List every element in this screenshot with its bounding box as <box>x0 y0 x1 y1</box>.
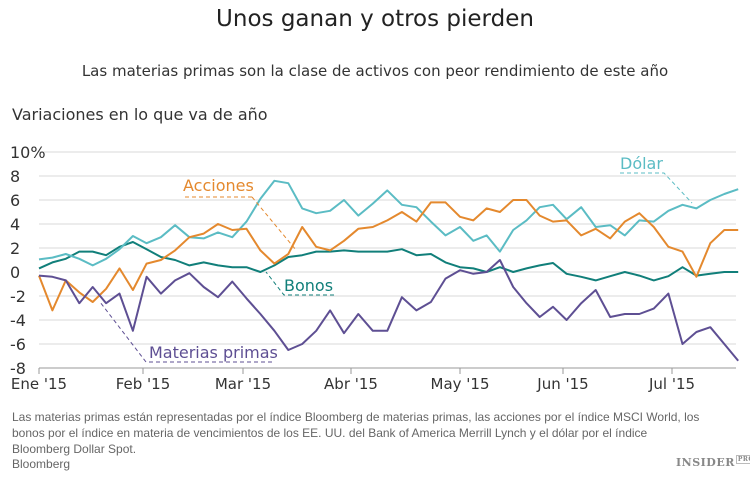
chart-title: Unos ganan y otros pierden <box>216 6 534 32</box>
series-label-dolar: Dólar <box>620 154 663 173</box>
x-tick-label: Feb '15 <box>116 375 171 393</box>
y-tick-label: 6 <box>10 191 20 210</box>
y-tick-label: 4 <box>10 215 20 234</box>
chart-subtitle: Las materias primas son la clase de acti… <box>81 62 669 80</box>
gridlines <box>39 151 736 345</box>
y-tick-label: -4 <box>10 311 26 330</box>
series-line-bonos <box>38 241 739 282</box>
series-line-acciones <box>38 199 739 312</box>
x-tick-label: May '15 <box>431 375 490 393</box>
y-tick-label: 10% <box>10 143 46 162</box>
x-axis: Ene '15 Feb '15 Mar '15 Abr '15 May '15 Jun '… <box>11 367 736 393</box>
logo-text: INSIDER <box>676 456 735 469</box>
leader-line-bonos <box>265 271 334 296</box>
x-tick-label: Jul '15 <box>648 375 695 393</box>
y-tick-label: -2 <box>10 287 26 306</box>
x-tick-label: Abr '15 <box>324 375 378 393</box>
series-line-materias-primas <box>38 259 739 362</box>
series-label-acciones: Acciones <box>183 176 254 195</box>
series-lines <box>38 179 739 362</box>
series-line-dolar <box>38 179 739 267</box>
y-tick-label: 8 <box>10 167 20 186</box>
footnote: Las materias primas están representadas … <box>12 410 700 456</box>
leader-line-dolar <box>620 172 693 204</box>
x-tick-label: Mar '15 <box>215 375 271 393</box>
series-label-bonos: Bonos <box>284 276 333 295</box>
source-label: Bloomberg <box>12 457 71 471</box>
y-tick-label: 2 <box>10 239 20 258</box>
line-chart: -8 -6 -4 -2 0 2 4 6 8 10% Ene '15 Feb '15 Mar '15 Ab… <box>10 143 739 393</box>
leader-line-materias-primas <box>99 301 272 363</box>
x-tick-label: Jun '15 <box>536 375 588 393</box>
insider-pro-logo: INSIDERPRO <box>676 455 750 469</box>
y-axis: -8 -6 -4 -2 0 2 4 6 8 10% <box>10 143 46 378</box>
series-label-materias-primas: Materias primas <box>149 343 278 362</box>
series-labels: Dólar Acciones Bonos Materias primas <box>99 154 693 363</box>
y-tick-label: 0 <box>10 263 20 282</box>
chart-heading: Variaciones en lo que va de año <box>12 105 268 124</box>
y-tick-label: -8 <box>10 359 26 378</box>
logo-badge: PRO <box>735 455 750 464</box>
y-tick-label: -6 <box>10 335 26 354</box>
leader-line-acciones <box>183 196 297 251</box>
x-tick-label: Ene '15 <box>11 375 67 393</box>
